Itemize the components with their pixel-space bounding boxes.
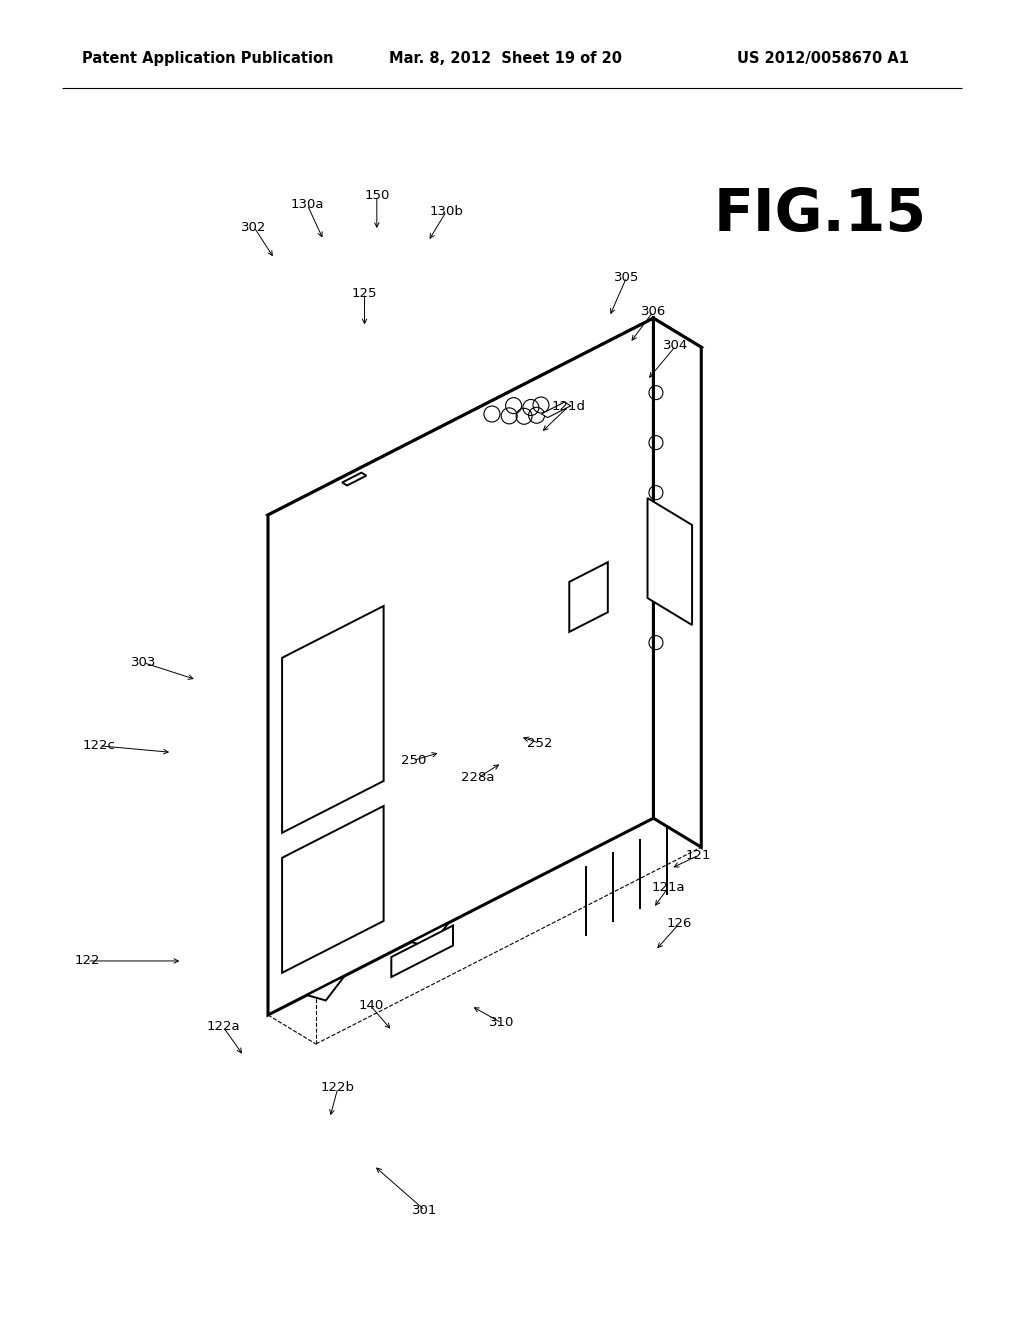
Polygon shape: [307, 975, 345, 1001]
Text: 140: 140: [358, 999, 383, 1012]
Text: 121d: 121d: [551, 400, 586, 413]
Text: 122b: 122b: [321, 1081, 355, 1094]
Text: FIG.15: FIG.15: [714, 186, 927, 243]
Polygon shape: [268, 318, 653, 1015]
Polygon shape: [653, 318, 701, 847]
Polygon shape: [647, 498, 692, 626]
Text: 301: 301: [413, 1204, 437, 1217]
Text: 125: 125: [352, 286, 377, 300]
Text: 228a: 228a: [462, 771, 495, 784]
Polygon shape: [542, 403, 570, 417]
Text: 250: 250: [401, 754, 426, 767]
Text: 130a: 130a: [291, 198, 324, 211]
Polygon shape: [342, 473, 367, 486]
Text: 305: 305: [614, 271, 639, 284]
Text: 310: 310: [489, 1016, 514, 1030]
Text: 122: 122: [75, 954, 99, 968]
Polygon shape: [268, 318, 701, 544]
Text: 302: 302: [242, 220, 266, 234]
Polygon shape: [391, 925, 453, 977]
Text: 121: 121: [686, 849, 711, 862]
Text: 122c: 122c: [83, 739, 116, 752]
Text: 126: 126: [667, 917, 691, 931]
Polygon shape: [411, 923, 449, 948]
Text: 130b: 130b: [429, 205, 464, 218]
Text: 306: 306: [641, 305, 666, 318]
Text: US 2012/0058670 A1: US 2012/0058670 A1: [737, 51, 909, 66]
Text: 252: 252: [527, 737, 552, 750]
Text: Mar. 8, 2012  Sheet 19 of 20: Mar. 8, 2012 Sheet 19 of 20: [389, 51, 623, 66]
Text: 303: 303: [131, 656, 156, 669]
Text: 150: 150: [365, 189, 389, 202]
Text: 122a: 122a: [207, 1020, 240, 1034]
Text: Patent Application Publication: Patent Application Publication: [82, 51, 334, 66]
Text: 121a: 121a: [652, 880, 685, 894]
Polygon shape: [569, 562, 608, 632]
Text: 304: 304: [664, 339, 688, 352]
